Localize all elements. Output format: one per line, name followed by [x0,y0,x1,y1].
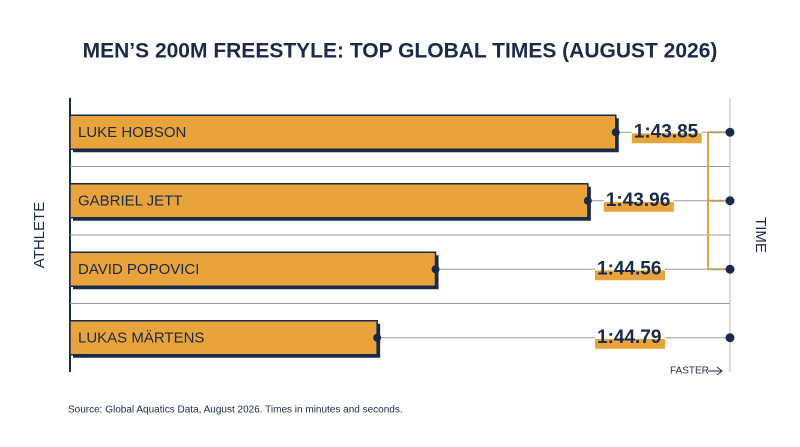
bar-end-dot [611,128,620,137]
time-dot [725,196,735,206]
source-note: Source: Global Aquatics Data, August 202… [68,405,403,416]
value-label: 1:44.79 [597,327,661,348]
value-highlight [595,338,665,349]
value-highlight [631,133,702,144]
time-dot [725,264,735,274]
y-axis-label: ATHLETE [31,202,48,268]
category-label: LUKAS MÄRTENS [78,330,204,347]
value-bg [631,121,702,134]
bar [69,251,437,287]
value-label: 1:43.85 [634,121,699,142]
time-dot [725,127,735,137]
x-axis-label: TIME [752,217,769,253]
annotation: FASTER [670,366,709,377]
chart-title: MEN’S 200M FREESTYLE: TOP GLOBAL TIMES (… [83,40,718,63]
value-bg [603,189,674,202]
value-highlight [595,270,665,281]
value-bg [595,326,665,339]
arrow [708,366,723,376]
value-bg [595,258,665,271]
bar-end-dot [583,196,592,205]
time-dot [725,333,735,343]
category-label: LUKE HOBSON [78,124,186,141]
bar-end-dot [373,333,382,342]
value-label: 1:44.56 [597,258,661,279]
value-label: 1:43.96 [606,190,670,211]
category-label: DAVID POPOVICI [78,261,199,278]
bar [69,183,589,219]
bar-end-dot [431,265,440,274]
value-highlight [603,201,674,212]
category-label: GABRIEL JETT [78,193,182,210]
